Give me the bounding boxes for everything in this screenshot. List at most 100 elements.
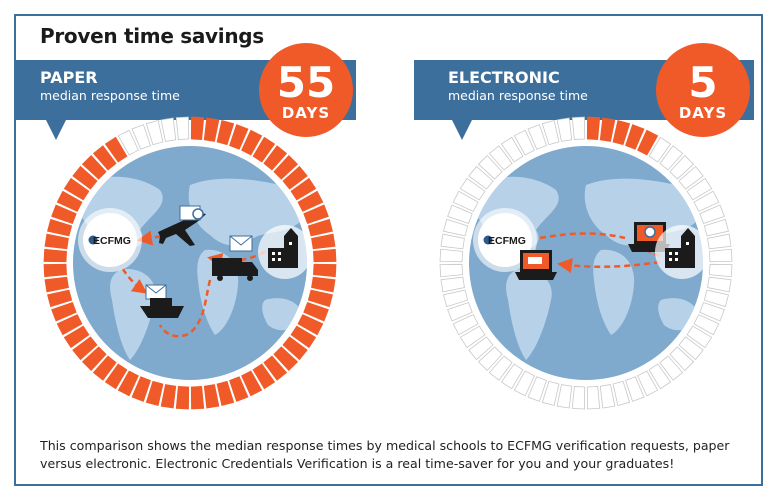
ring-segment (699, 302, 725, 322)
ring-segment (586, 386, 601, 410)
ring-segment (527, 124, 547, 150)
ring-segment (439, 263, 463, 278)
ring-segment (488, 355, 513, 381)
paper-panel: ECFMG (16, 43, 356, 410)
ring-segment (452, 190, 479, 212)
ring-segment (707, 233, 732, 250)
ring-segment (51, 204, 77, 224)
ring-segment (686, 177, 713, 201)
ring-segment (678, 165, 704, 190)
ring-segment (104, 363, 128, 390)
caption-text: This comparison shows the median respons… (40, 438, 730, 471)
ring-segment (51, 302, 77, 322)
paper-progress-ring (43, 116, 337, 410)
ring-segment (707, 276, 732, 293)
ring-segment (145, 120, 164, 146)
ring-segment (229, 376, 249, 402)
ring-segment (477, 346, 503, 372)
envelope-icon (229, 235, 253, 252)
ring-segment (190, 116, 205, 140)
ring-segment (571, 116, 586, 140)
ring-segment (47, 289, 73, 308)
ring-segment (488, 145, 513, 171)
ring-segment (131, 124, 151, 150)
laptop-icon (515, 250, 557, 280)
electronic-progress-ring (439, 116, 733, 410)
ring-segment (678, 336, 704, 361)
truck-icon (212, 258, 258, 281)
electronic-heading: ELECTRONIC (448, 68, 560, 87)
ring-segment (500, 363, 524, 390)
ring-segment (541, 380, 560, 406)
ring-segment (297, 190, 324, 212)
ring-segment (612, 120, 631, 146)
ring-segment (290, 177, 317, 201)
ring-segment (273, 154, 299, 180)
ring-segment (175, 116, 190, 140)
ring-segment (541, 120, 560, 146)
ring-segment (241, 370, 263, 397)
ring-segment (556, 384, 573, 409)
ring-segment (452, 314, 479, 336)
ring-segment (307, 218, 333, 237)
ring-segment (637, 370, 659, 397)
ring-segment (513, 370, 535, 397)
ring-segment (625, 124, 645, 150)
ring-segment (81, 346, 107, 372)
ring-segment (72, 336, 98, 361)
airplane-icon (158, 213, 206, 246)
electronic-panel: ECFMG (414, 43, 754, 410)
ring-segment (599, 384, 616, 409)
paper-route-ship-in (158, 279, 212, 338)
ring-segment (241, 129, 263, 156)
ring-segment (104, 136, 128, 163)
ring-segment (648, 363, 672, 390)
ring-segment (477, 154, 503, 180)
ring-segment (311, 276, 336, 293)
ring-segment (44, 233, 69, 250)
ring-segment (468, 336, 494, 361)
paper-banner-pointer (46, 120, 66, 140)
ring-segment (709, 248, 733, 263)
ring-segment (447, 302, 473, 322)
ring-segment (571, 386, 586, 410)
ring-segment (303, 204, 329, 224)
ring-segment (263, 355, 288, 381)
ring-segment (203, 384, 220, 409)
ring-segment (659, 355, 684, 381)
ring-segment (252, 136, 276, 163)
ring-segment (703, 289, 729, 308)
ring-segment (160, 117, 177, 142)
paper-days-badge (259, 43, 353, 137)
ring-segment (273, 346, 299, 372)
ecfmg-logo-icon: ECFMG (78, 208, 142, 272)
ring-segment (290, 325, 317, 349)
ring-segment (443, 289, 469, 308)
ring-segment (216, 120, 235, 146)
electronic-route-top (539, 232, 626, 240)
paper-heading: PAPER (40, 68, 98, 87)
ring-segment (63, 177, 90, 201)
ring-segment (440, 276, 465, 293)
ring-segment (686, 325, 713, 349)
ring-segment (263, 145, 288, 171)
ring-segment (313, 263, 337, 278)
ring-segment (44, 276, 69, 293)
ring-segment (43, 248, 67, 263)
ring-segment (203, 117, 220, 142)
ring-segment (637, 129, 659, 156)
ring-segment (527, 376, 547, 402)
ring-segment (252, 363, 276, 390)
electronic-banner-pointer (452, 120, 472, 140)
ring-segment (307, 289, 333, 308)
ring-segment (117, 370, 139, 397)
paper-subheading: median response time (40, 88, 180, 103)
envelope-icon (179, 205, 204, 221)
ring-segment (556, 117, 573, 142)
ring-segment (92, 145, 117, 171)
ring-segment (693, 314, 720, 336)
ring-segment (599, 117, 616, 142)
ring-segment (56, 190, 83, 212)
ring-segment (72, 165, 98, 190)
